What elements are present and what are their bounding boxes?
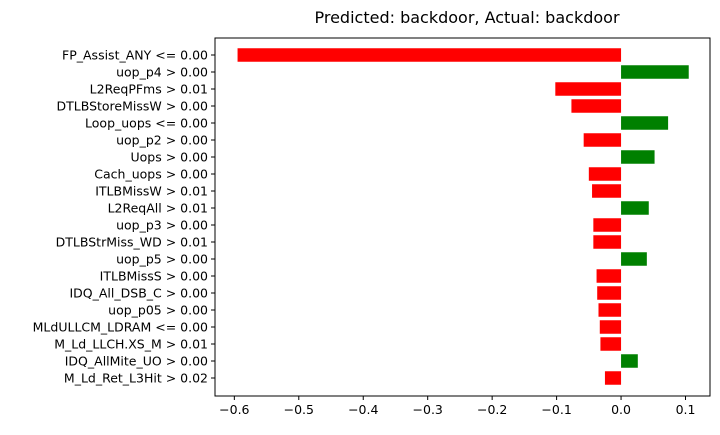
y-tick-labels: FP_Assist_ANY <= 0.00 uop_p4 > 0.00 L2ReqP… xyxy=(33,48,215,386)
y-tick-label: Cach_uops > 0.00 xyxy=(94,167,208,182)
y-tick-label: L2ReqAll > 0.01 xyxy=(108,201,208,216)
y-tick-label: IDQ_All_DSB_C > 0.00 xyxy=(69,286,208,301)
bar xyxy=(593,218,622,232)
y-tick-label: M_Ld_Ret_L3Hit > 0.02 xyxy=(64,371,208,386)
y-tick-label: Uops > 0.00 xyxy=(131,150,209,165)
x-tick-label: −0.3 xyxy=(413,402,443,417)
x-tick-label: −0.2 xyxy=(477,402,507,417)
bar xyxy=(588,167,622,181)
bar xyxy=(571,99,622,113)
y-tick-label: uop_p05 > 0.00 xyxy=(108,303,208,318)
y-tick-label: DTLBStoreMissW > 0.00 xyxy=(56,99,208,114)
x-tick-label: −0.5 xyxy=(284,402,314,417)
x-tick-label: −0.4 xyxy=(348,402,378,417)
y-tick-label: DTLBStrMiss_WD > 0.01 xyxy=(56,235,208,250)
bar xyxy=(237,48,622,62)
y-tick-label: M_Ld_LLCH.XS_M > 0.01 xyxy=(54,337,208,352)
y-tick-label: MLdULLCM_LDRAM <= 0.00 xyxy=(33,320,208,335)
bar xyxy=(598,303,622,317)
bar xyxy=(600,337,622,351)
bar xyxy=(599,320,622,334)
bar xyxy=(593,235,622,249)
x-ticks: −0.6 −0.5 −0.4 −0.3 −0.2 −0.1 0.0 0.1 xyxy=(219,396,695,417)
bar xyxy=(555,82,622,96)
y-tick-label: Loop_uops <= 0.00 xyxy=(85,116,208,131)
y-tick-label: uop_p5 > 0.00 xyxy=(116,252,208,267)
bar xyxy=(592,184,622,198)
bar xyxy=(621,116,669,130)
x-tick-label: −0.6 xyxy=(219,402,249,417)
bar xyxy=(604,371,622,385)
chart-title: Predicted: backdoor, Actual: backdoor xyxy=(314,8,619,27)
bar xyxy=(621,201,649,215)
x-tick-label: 0.0 xyxy=(611,402,631,417)
axes-frame xyxy=(214,37,711,397)
y-tick-label: uop_p2 > 0.00 xyxy=(116,133,208,148)
y-tick-label: uop_p3 > 0.00 xyxy=(116,218,208,233)
y-tick-label: uop_p4 > 0.00 xyxy=(116,65,208,80)
bar xyxy=(583,133,622,147)
x-tick-label: −0.1 xyxy=(541,402,571,417)
x-tick-label: 0.1 xyxy=(676,402,696,417)
y-tick-label: IDQ_AllMite_UO > 0.00 xyxy=(65,354,208,369)
y-tick-label: L2ReqPFms > 0.01 xyxy=(90,82,208,97)
bar xyxy=(621,65,689,79)
y-tick-label: FP_Assist_ANY <= 0.00 xyxy=(62,48,208,63)
bar xyxy=(597,286,622,300)
y-tick-label: ITLBMissS > 0.00 xyxy=(100,269,208,284)
bar xyxy=(621,252,647,266)
bar xyxy=(621,150,655,164)
bar xyxy=(596,269,622,283)
y-tick-label: ITLBMissW > 0.01 xyxy=(95,184,208,199)
bar xyxy=(621,354,638,368)
bars-group xyxy=(237,48,689,385)
